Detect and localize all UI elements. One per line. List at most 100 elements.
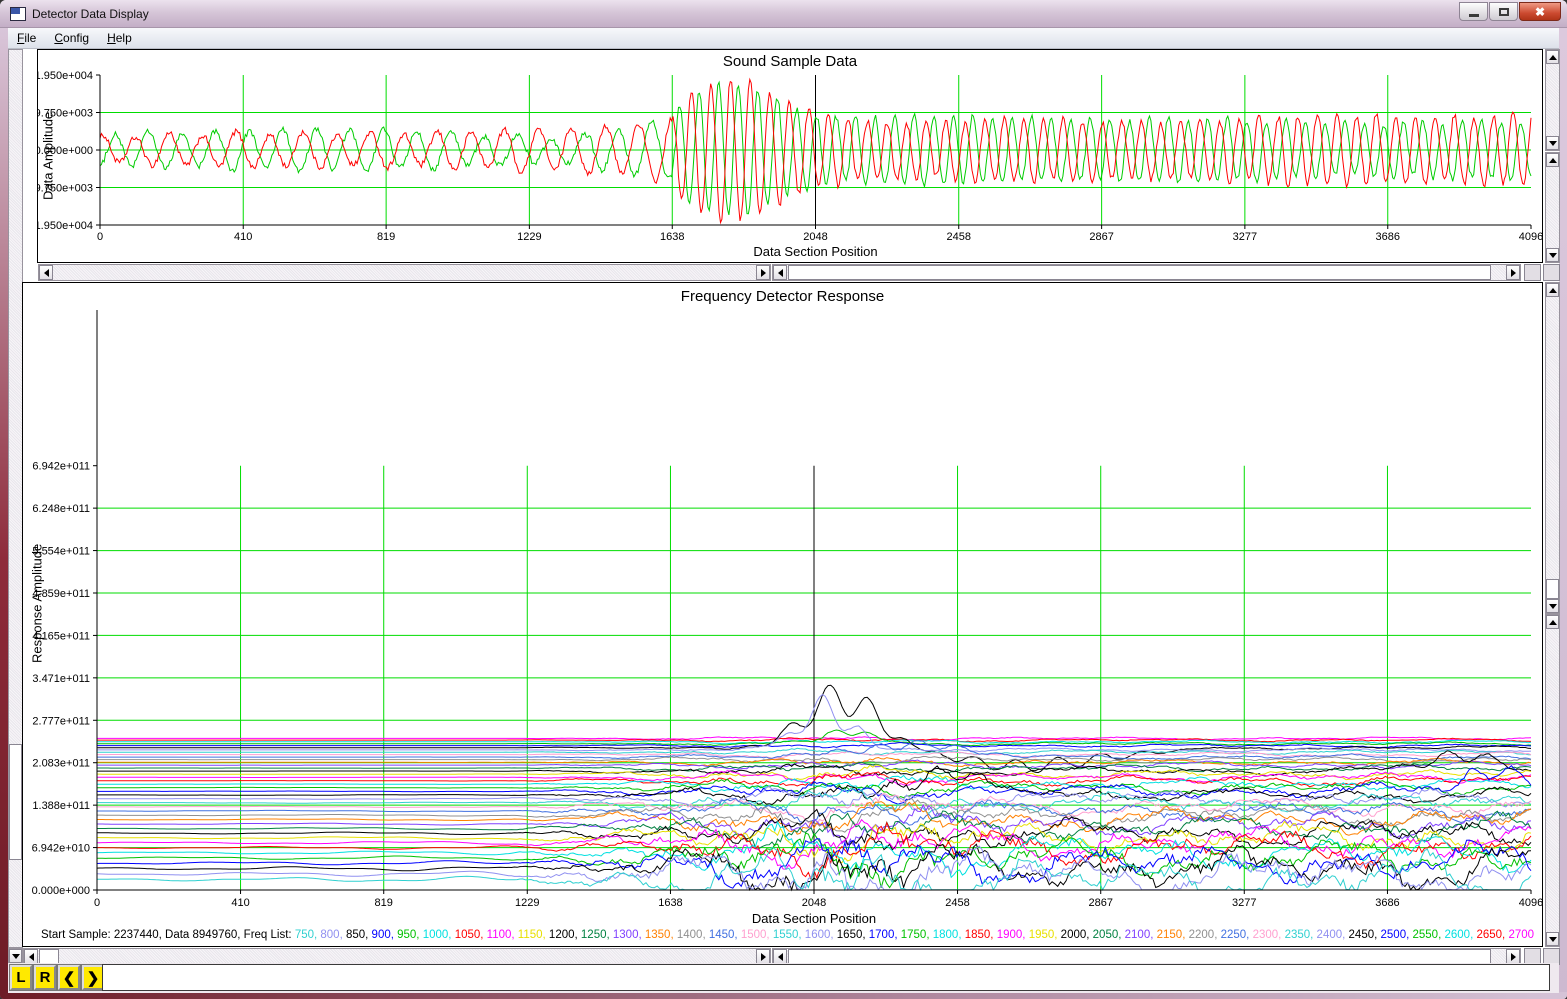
y-tick-label: -1.950e+004: [38, 220, 93, 232]
scroll-left-button[interactable]: [773, 265, 787, 280]
minimize-button[interactable]: [1459, 2, 1488, 21]
bottom-right-vscrollbar-2[interactable]: [1545, 614, 1560, 947]
freq-list-item-750: 750,: [295, 929, 321, 941]
y-tick-label: 0.000e+000: [38, 145, 93, 157]
window-border-right: [1559, 28, 1567, 999]
top-hscrollbar-left[interactable]: [38, 264, 771, 281]
nav-left-channel-button[interactable]: L: [10, 965, 32, 990]
scroll-down-button[interactable]: [1546, 599, 1559, 613]
top-right-vscrollbar-1[interactable]: [1545, 49, 1560, 151]
x-tick-label: 3686: [1375, 897, 1399, 909]
scrollbar-track[interactable]: [787, 949, 1506, 964]
arrow-right-icon: [761, 953, 766, 961]
freq-list-item-1050: 1050,: [455, 929, 487, 941]
freq-list-item-2000: 2000,: [1061, 929, 1093, 941]
arrow-left-icon: [29, 953, 34, 961]
x-tick-label: 3686: [1376, 231, 1400, 243]
scrollbar-track[interactable]: [1546, 167, 1559, 248]
scroll-up-button[interactable]: [1546, 153, 1559, 167]
scroll-down-button[interactable]: [1546, 932, 1559, 946]
nav-right-channel-button[interactable]: R: [34, 965, 56, 990]
sound-sample-chart[interactable]: 1.950e+0049.750e+0030.000e+000-9.750e+00…: [38, 50, 1542, 262]
arrow-up-icon: [1549, 620, 1557, 625]
freq-list-item-2400: 2400,: [1317, 929, 1349, 941]
scrollbar-track[interactable]: [787, 265, 1506, 280]
scroll-up-button[interactable]: [1546, 615, 1559, 629]
scrollbar-thumb[interactable]: [1546, 579, 1559, 599]
scroll-up-button[interactable]: [1546, 50, 1559, 64]
x-tick-label: 2048: [802, 897, 826, 909]
scroll-left-button[interactable]: [24, 949, 38, 964]
freq-list-item-1400: 1400,: [677, 929, 709, 941]
window-border-left: [0, 28, 8, 999]
menu-file[interactable]: File: [8, 29, 45, 47]
scroll-down-button[interactable]: [1546, 248, 1559, 262]
left-vertical-scrollbar[interactable]: [8, 49, 23, 948]
scroll-up-button[interactable]: [1546, 283, 1559, 297]
scrollbar-corner-box[interactable]: [1543, 264, 1560, 281]
freq-response-chart[interactable]: 0.000e+0006.942e+0101.388e+0112.083e+011…: [23, 283, 1542, 946]
x-tick-label: 4096: [1519, 231, 1542, 243]
scrollbar-track[interactable]: [1546, 629, 1559, 932]
scroll-left-button[interactable]: [773, 949, 787, 964]
window-title: Detector Data Display: [32, 7, 149, 21]
freq-list-item-1500: 1500,: [741, 929, 773, 941]
minimize-icon: [1469, 14, 1479, 17]
freq-list-item-2550: 2550,: [1413, 929, 1445, 941]
scrollbar-track[interactable]: [9, 50, 22, 947]
x-axis-title: Data Section Position: [752, 911, 876, 926]
y-tick-label: 6.942e+010: [32, 843, 90, 855]
scrollbar-track[interactable]: [1546, 297, 1559, 599]
nav-prev-button[interactable]: ❮: [58, 965, 80, 990]
close-button[interactable]: ✖: [1519, 2, 1561, 21]
scroll-down-button[interactable]: [1546, 136, 1559, 150]
freq-list-item-1450: 1450,: [709, 929, 741, 941]
scrollbar-track[interactable]: [1546, 64, 1559, 136]
arrow-left-icon: [778, 269, 783, 277]
client-area: Sound Sample Data Data Amplitude 1.950e+…: [8, 49, 1559, 993]
maximize-button[interactable]: [1489, 2, 1518, 21]
scroll-down-button[interactable]: [9, 949, 22, 963]
freq-list-item-1200: 1200,: [549, 929, 581, 941]
freq-list-item-1100: 1100,: [487, 929, 518, 941]
scroll-right-button[interactable]: [756, 949, 770, 964]
freq-list-item-1750: 1750,: [901, 929, 933, 941]
scrollbar-thumb[interactable]: [9, 744, 22, 860]
menu-config[interactable]: Config: [45, 29, 98, 47]
y-tick-label: 0.000e+000: [32, 885, 90, 897]
scroll-right-button[interactable]: [1506, 265, 1520, 280]
x-tick-label: 3277: [1233, 231, 1257, 243]
scroll-right-button[interactable]: [1506, 949, 1520, 964]
freq-response-panel: Frequency Detector Response Response Amp…: [22, 282, 1543, 947]
scrollbar-thumb[interactable]: [788, 949, 1491, 964]
scrollbar-thumb[interactable]: [39, 949, 59, 964]
scrollbar-track[interactable]: [53, 265, 756, 280]
scrollbar-track[interactable]: [38, 949, 756, 964]
top-hscrollbar-right[interactable]: [772, 264, 1521, 281]
freq-list-item-2350: 2350,: [1285, 929, 1317, 941]
x-tick-label: 1229: [515, 897, 539, 909]
freq-list-item-2050: 2050,: [1093, 929, 1125, 941]
freq-list-item-2200: 2200,: [1189, 929, 1221, 941]
bottom-bar: LR❮❯: [8, 963, 1559, 993]
x-axis-title: Data Section Position: [753, 244, 877, 259]
freq-list-item-1600: 1600,: [805, 929, 837, 941]
left-scroll-down[interactable]: [8, 948, 23, 963]
bottom-display-field: [102, 964, 1550, 991]
scroll-left-button[interactable]: [39, 265, 53, 280]
x-tick-label: 2867: [1088, 897, 1112, 909]
x-tick-label: 0: [94, 897, 100, 909]
nav-next-button[interactable]: ❯: [82, 965, 104, 990]
scrollbar-corner-box[interactable]: [1524, 264, 1541, 281]
y-tick-label: 3.471e+011: [32, 673, 90, 685]
x-tick-label: 2048: [803, 231, 827, 243]
y-tick-label: -9.750e+003: [38, 183, 93, 195]
freq-list-item-800: 800,: [320, 929, 346, 941]
menu-help[interactable]: Help: [98, 29, 141, 47]
window-titlebar[interactable]: Detector Data Display ✖: [0, 0, 1567, 28]
scrollbar-thumb[interactable]: [788, 265, 1491, 280]
bottom-right-vscrollbar-1[interactable]: [1545, 282, 1560, 614]
scroll-right-button[interactable]: [756, 265, 770, 280]
top-right-vscrollbar-2[interactable]: [1545, 152, 1560, 263]
y-tick-label: 4.165e+011: [32, 630, 90, 642]
